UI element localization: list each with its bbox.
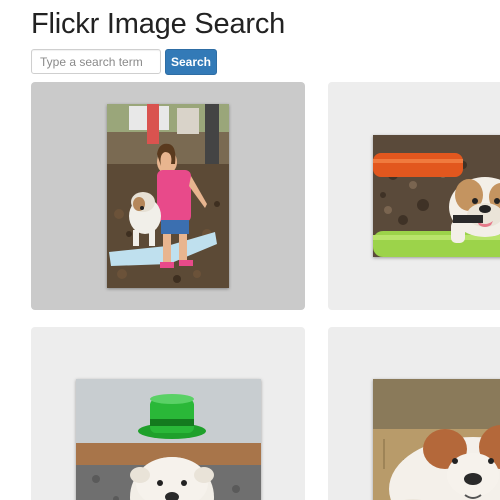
search-input[interactable] bbox=[31, 49, 161, 74]
result-tile[interactable] bbox=[31, 82, 305, 310]
photo-girl-walking-bulldog-image bbox=[107, 104, 229, 288]
result-tile[interactable] bbox=[328, 327, 500, 500]
search-button[interactable]: Search bbox=[165, 49, 217, 75]
result-photo[interactable] bbox=[373, 135, 500, 257]
photo-bulldog-lying-grass-image bbox=[373, 379, 500, 500]
result-tile[interactable] bbox=[328, 82, 500, 310]
result-photo[interactable] bbox=[373, 379, 500, 500]
photo-bulldog-puppy-top-hat-image bbox=[76, 379, 261, 500]
page-title: Flickr Image Search bbox=[31, 8, 286, 40]
result-photo[interactable] bbox=[107, 104, 229, 288]
photo-bulldog-agility-tunnel-image bbox=[373, 135, 500, 257]
result-tile[interactable] bbox=[31, 327, 305, 500]
result-photo[interactable] bbox=[76, 379, 261, 500]
